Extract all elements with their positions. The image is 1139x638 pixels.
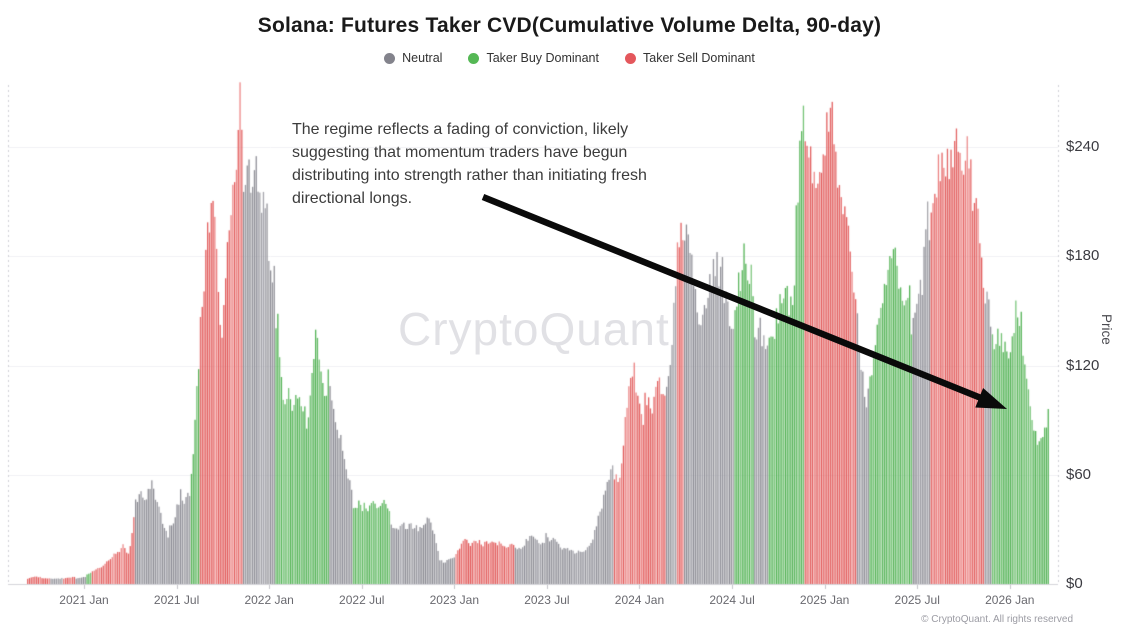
x-tick-label: 2023 Jan <box>429 593 479 607</box>
annotation-text: The regime reflects a fading of convicti… <box>292 118 647 210</box>
x-tick-label: 2025 Jan <box>799 593 850 607</box>
x-tick-label: 2024 Jul <box>709 593 755 607</box>
x-tick-label: 2022 Jul <box>339 593 385 607</box>
annotation-line: suggesting that momentum traders have be… <box>292 144 628 161</box>
y-tick-label: $240 <box>1066 138 1100 155</box>
x-tick-label: 2021 Jan <box>59 593 109 607</box>
x-tick-label: 2023 Jul <box>524 593 570 607</box>
y-tick-label: $0 <box>1066 575 1083 592</box>
y-tick-label: $120 <box>1066 356 1100 374</box>
annotation-line: directional longs. <box>292 190 413 207</box>
x-tick-label: 2021 Jul <box>153 593 200 607</box>
annotation-line: distributing into strength rather than i… <box>292 167 647 184</box>
x-tick-label: 2024 Jan <box>614 593 665 607</box>
x-tick-label: 2025 Jul <box>894 593 940 607</box>
copyright-text: © CryptoQuant. All rights reserved <box>921 614 1073 625</box>
y-tick-label: $180 <box>1066 247 1100 265</box>
annotation-line: The regime reflects a fading of convicti… <box>292 121 629 138</box>
x-tick-label: 2026 Jan <box>985 593 1035 607</box>
y-tick-label: $60 <box>1066 465 1092 483</box>
x-tick-label: 2022 Jan <box>244 593 294 607</box>
y-axis-title: Price <box>1099 314 1114 345</box>
